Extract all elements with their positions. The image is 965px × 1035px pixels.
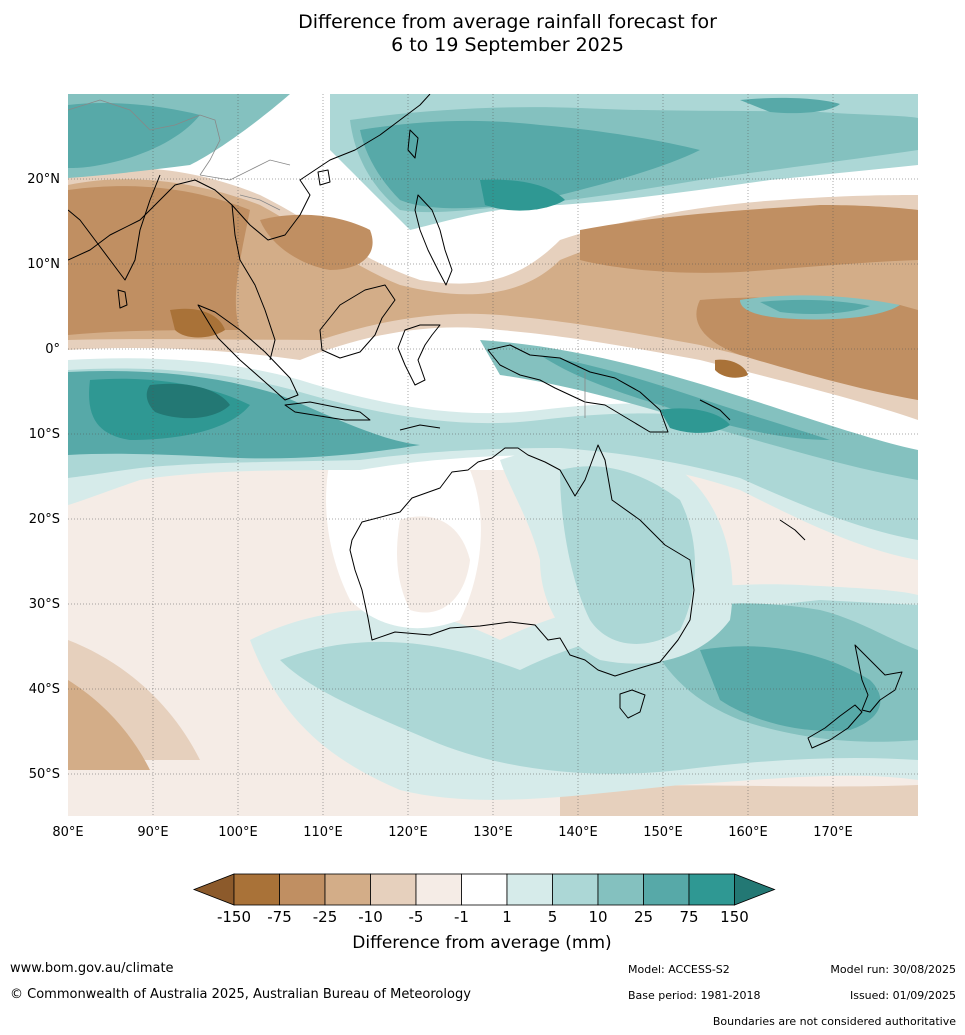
lon-tick-130e: 130°E (473, 825, 513, 840)
lon-tick-90e: 90°E (137, 825, 168, 840)
colorbar-tick: -25 (313, 908, 338, 926)
lat-tick-10n: 10°N (27, 257, 60, 272)
colorbar-swatch (233, 873, 280, 906)
copyright-text: © Commonwealth of Australia 2025, Austra… (10, 987, 471, 1002)
lon-tick-110e: 110°E (303, 825, 343, 840)
lon-tick-170e: 170°E (813, 825, 853, 840)
model-run-date: Model run: 30/08/2025 (830, 963, 956, 976)
colorbar-tick: -150 (217, 908, 251, 926)
map-plot-area (68, 94, 918, 816)
colorbar-swatch (552, 873, 599, 906)
map-title-line2: 6 to 19 September 2025 (391, 34, 624, 56)
lon-tick-100e: 100°E (218, 825, 258, 840)
lat-tick-50s: 50°S (29, 767, 60, 782)
lon-tick-140e: 140°E (558, 825, 598, 840)
colorbar-swatch (324, 873, 371, 906)
model-name: Model: ACCESS-S2 (628, 963, 730, 976)
colorbar-tick: -10 (358, 908, 383, 926)
colorbar-label: Difference from average (mm) (352, 933, 611, 953)
base-period: Base period: 1981-2018 (628, 989, 761, 1002)
colorbar-tick: 10 (588, 908, 607, 926)
colorbar-tick-labels: -150 -75 -25 -10 -5 -1 1 5 10 25 75 150 (217, 908, 749, 926)
colorbar-tick: 5 (548, 908, 558, 926)
lat-tick-20s: 20°S (29, 512, 60, 527)
map-graticule (68, 94, 918, 816)
lat-tick-0: 0° (45, 342, 60, 357)
colorbar-tick: -5 (409, 908, 424, 926)
colorbar-swatches (192, 873, 776, 906)
coastlines (68, 94, 903, 749)
lon-tick-160e: 160°E (728, 825, 768, 840)
lat-tick-30s: 30°S (29, 597, 60, 612)
colorbar-tick: 150 (720, 908, 749, 926)
colorbar-tick: 75 (679, 908, 698, 926)
colorbar-swatch (688, 873, 735, 906)
colorbar-tick: -1 (454, 908, 469, 926)
colorbar: -150 -75 -25 -10 -5 -1 1 5 10 25 75 150 Difference … (192, 873, 776, 953)
colorbar-tick: -75 (267, 908, 292, 926)
colorbar-tick: 1 (502, 908, 512, 926)
colorbar-extend-low (192, 873, 235, 906)
colorbar-swatch (415, 873, 462, 906)
website-link[interactable]: www.bom.gov.au/climate (10, 961, 174, 976)
lon-tick-150e: 150°E (643, 825, 683, 840)
boundary-disclaimer: Boundaries are not considered authoritat… (712, 1015, 956, 1028)
colorbar-extend-high (734, 873, 776, 906)
colorbar-swatch (370, 873, 417, 906)
country-borders (68, 99, 586, 418)
issued-date: Issued: 01/09/2025 (849, 989, 956, 1002)
lon-tick-120e: 120°E (388, 825, 428, 840)
colorbar-swatch (279, 873, 326, 906)
lat-tick-40s: 40°S (29, 682, 60, 697)
lon-tick-80e: 80°E (52, 825, 83, 840)
colorbar-tick: 25 (634, 908, 653, 926)
colorbar-swatch (643, 873, 690, 906)
colorbar-swatch (506, 873, 553, 906)
lat-tick-10s: 10°S (29, 427, 60, 442)
colorbar-swatch (461, 873, 508, 906)
lat-tick-20n: 20°N (27, 172, 60, 187)
map-title-line1: Difference from average rainfall forecas… (298, 11, 717, 33)
colorbar-swatch (597, 873, 644, 906)
